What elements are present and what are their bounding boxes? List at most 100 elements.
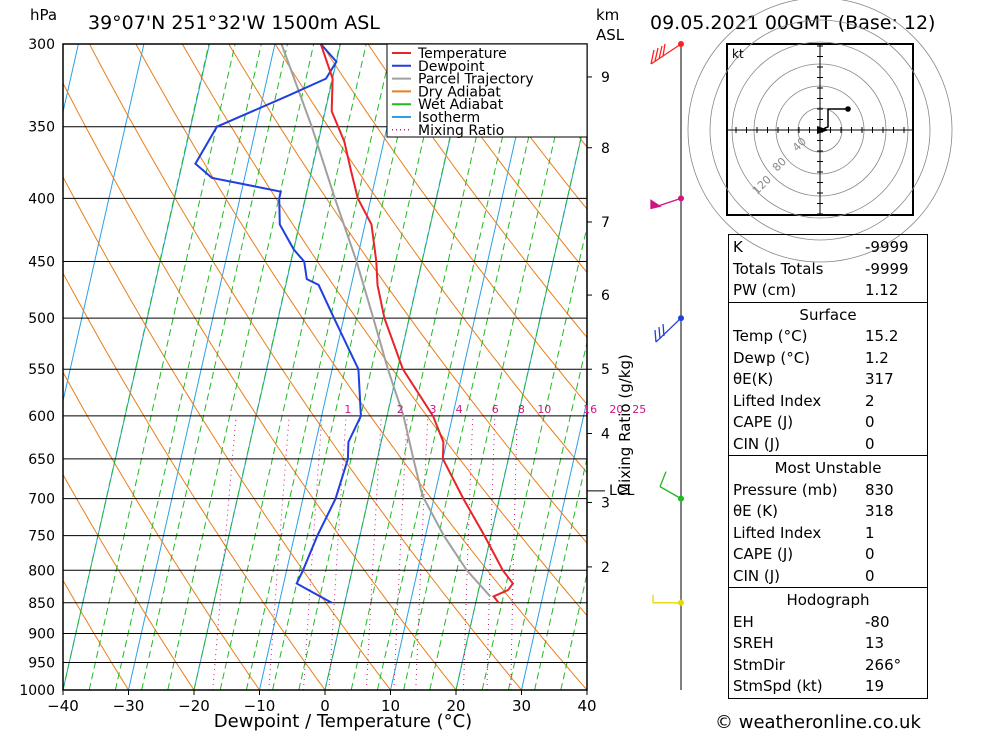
pressure-tick-label: 500 [28, 311, 55, 327]
most-unstable-label: θE (K) [733, 502, 778, 520]
surface-value: 0 [865, 434, 875, 453]
isotherm-line [390, 44, 538, 690]
temperature-tick-label: −20 [178, 697, 210, 715]
pressure-tick-label: 1000 [19, 683, 55, 699]
mixing-ratio-line [268, 415, 290, 690]
pressure-tick-label: 600 [28, 409, 55, 425]
mixing-ratio-label: 6 [492, 403, 499, 416]
pressure-tick-label: 800 [28, 563, 55, 579]
most-unstable-box: Most Unstable Pressure (mb) 830 θE (K) 318 L… [728, 455, 928, 587]
indices-box: K -9999 Totals Totals -9999 PW (cm) 1.12 [728, 234, 928, 302]
isotherm-line [128, 44, 276, 690]
most-unstable-value: 0 [865, 566, 875, 585]
pressure-tick-label: 450 [28, 255, 55, 271]
km-tick-label: 2 [601, 560, 610, 576]
dry-adiabat-line [413, 44, 587, 274]
index-row: K -9999 [733, 237, 923, 259]
hodograph-ring [709, 19, 931, 241]
hodograph-param-row: SREH 13 [733, 633, 923, 655]
km-tick-label: 4 [601, 427, 610, 443]
most-unstable-label: Pressure (mb) [733, 480, 838, 499]
index-label: Totals Totals [733, 259, 824, 278]
mixing-ratio-label: 2 [397, 403, 404, 416]
dry-adiabat-line [135, 44, 587, 690]
surface-label: CAPE (J) [733, 413, 794, 431]
hodograph-param-label: StmDir [733, 655, 785, 674]
most-unstable-title: Most Unstable [774, 459, 882, 477]
legend-label: Temperature [417, 46, 507, 62]
surface-label: Dewp (°C) [733, 348, 811, 367]
legend-label: Dewpoint [418, 59, 485, 75]
legend-label: Mixing Ratio [418, 123, 504, 139]
pressure-tick-label: 900 [28, 626, 55, 642]
most-unstable-row: CAPE (J) 0 [733, 544, 923, 566]
wet-adiabat-line [403, 44, 551, 690]
wet-adiabat-line [350, 44, 498, 690]
temperature-tick-label: −10 [244, 697, 276, 715]
hodograph-param-value: 13 [865, 634, 885, 652]
asl-axis-title: ASL [596, 26, 625, 44]
wind-barb [650, 197, 682, 210]
lcl-label: LCL [609, 483, 635, 499]
most-unstable-row: θE (K) 318 [733, 501, 923, 523]
most-unstable-label: CIN (J) [733, 566, 781, 585]
dry-adiabat-line [89, 44, 522, 690]
most-unstable-row: Lifted Index 1 [733, 523, 923, 545]
mixing-ratio-line [328, 415, 347, 690]
hodograph-param-row: EH -80 [733, 612, 923, 634]
wind-barb [650, 43, 682, 65]
wind-barb [659, 471, 682, 500]
surface-box: Surface Temp (°C) 15.2 Dewp (°C) 1.2 θE(K) 31… [728, 301, 928, 455]
pressure-tick-label: 950 [28, 655, 55, 671]
temperature-tick-label: 40 [577, 697, 596, 715]
index-value: 1.12 [865, 281, 899, 299]
surface-value: 0 [865, 413, 875, 431]
wet-adiabat-line [560, 571, 587, 690]
pressure-tick-label: 700 [28, 492, 55, 508]
mixing-ratio-label: 8 [518, 403, 525, 416]
surface-row: Temp (°C) 15.2 [733, 326, 923, 348]
pressure-tick-label: 750 [28, 529, 55, 545]
mixing-ratio-label: 16 [583, 403, 597, 416]
hodograph-param-row: StmSpd (kt) 19 [733, 676, 923, 698]
wind-barb [652, 594, 681, 604]
hodograph-params-title: Hodograph [786, 591, 870, 609]
surface-label: Temp (°C) [733, 327, 808, 345]
pressure-tick-label: 300 [28, 37, 55, 53]
surface-value: 317 [865, 370, 894, 388]
hpa-axis-title: hPa [30, 6, 57, 24]
legend-label: Isotherm [418, 110, 480, 126]
hodograph-unit: kt [732, 47, 744, 61]
dewpoint-profile [194, 44, 362, 604]
dry-adiabat-line [367, 44, 587, 339]
hodograph-param-row: StmDir 266° [733, 655, 923, 677]
km-tick-label: 7 [601, 215, 610, 231]
mixing-ratio-line [212, 415, 237, 690]
location-title: 39°07'N 251°32'W 1500m ASL [88, 12, 380, 34]
isotherm-line [521, 398, 587, 690]
parcel-trajectory-profile [280, 44, 492, 598]
isotherm-line [259, 44, 407, 690]
wet-adiabat-line [298, 44, 446, 690]
dry-adiabat-line [63, 473, 195, 690]
surface-value: 15.2 [865, 327, 899, 345]
mixing-ratio-label: 3 [429, 403, 436, 416]
km-tick-label: 3 [601, 495, 610, 511]
most-unstable-value: 0 [865, 545, 875, 563]
isotherm-line [0, 44, 13, 690]
hodograph-ring [687, 0, 953, 263]
copyright: © weatheronline.co.uk [715, 712, 921, 733]
surface-row: Dewp (°C) 1.2 [733, 348, 923, 370]
surface-title: Surface [799, 305, 857, 324]
mixing-ratio-line [365, 415, 382, 690]
most-unstable-label: Lifted Index [733, 523, 822, 542]
km-tick-label: 9 [601, 70, 610, 86]
dry-adiabat-line [925, 44, 1000, 690]
wet-adiabat-line [455, 108, 587, 690]
temperature-tick-label: 10 [381, 697, 400, 715]
x-axis-title: Dewpoint / Temperature (°C) [214, 711, 472, 732]
pressure-tick-label: 650 [28, 452, 55, 468]
isotherm-line [63, 44, 145, 404]
